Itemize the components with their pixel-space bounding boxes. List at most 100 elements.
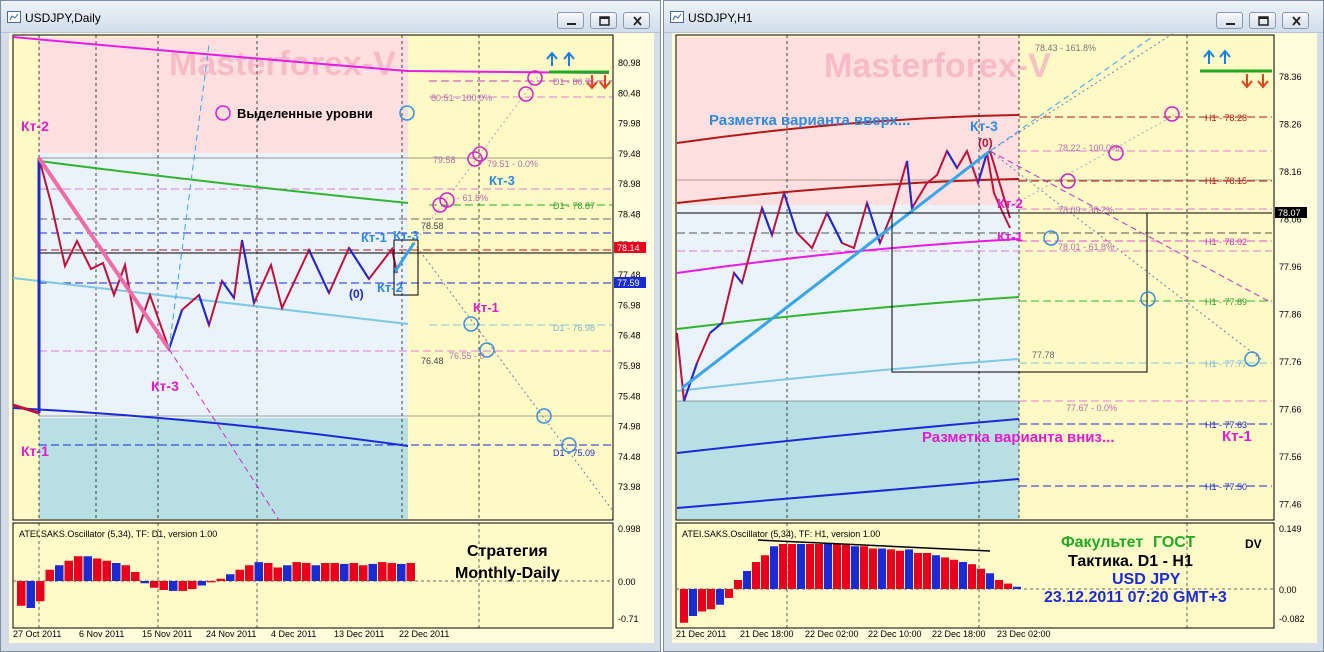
osc-bar	[842, 544, 850, 589]
date-tick: 4 Dec 2011	[271, 629, 316, 639]
date-tick: 22 Dec 10:00	[868, 629, 922, 639]
price-tick: 78.26	[1279, 120, 1302, 130]
price-badge-text: 78.07	[1278, 208, 1301, 218]
osc-bar	[349, 563, 358, 581]
osc-bar	[121, 565, 130, 581]
level-fib-0: 79.51 - 0.0%	[487, 159, 538, 169]
price-tick: 78.16	[1279, 167, 1302, 177]
level-7778: 77.78	[1032, 350, 1055, 360]
level-h1-7777: H1 - 77.77	[1205, 359, 1247, 369]
datetime-label: 23.12.2011 07:20 GMT+3	[1044, 589, 1227, 606]
osc-bar	[878, 548, 886, 589]
minimize-button[interactable]	[557, 12, 584, 29]
legend-highlighted-levels: Выделенные уровни	[237, 106, 373, 121]
osc-bar	[64, 560, 73, 581]
wave-label-kt1: Кт-1	[997, 229, 1023, 244]
osc-bar	[150, 581, 159, 588]
osc-bar	[716, 589, 724, 605]
maximize-button[interactable]	[590, 12, 617, 29]
osc-bar	[131, 572, 140, 581]
date-tick: 23 Dec 02:00	[997, 629, 1051, 639]
osc-tick: -0.71	[618, 614, 639, 624]
level-d1-7509: D1 - 75.09	[553, 448, 595, 458]
price-tick: 80.48	[618, 88, 641, 98]
price-tick: 77.76	[1279, 357, 1302, 367]
osc-bar	[815, 544, 823, 589]
osc-tick: 0.00	[1279, 585, 1297, 595]
minimize-button[interactable]	[1216, 12, 1243, 29]
osc-bar	[797, 544, 805, 589]
window-title: USDJPY,H1	[688, 11, 753, 25]
price-tick: 76.48	[618, 331, 641, 341]
price-tick: 77.48	[618, 270, 641, 280]
watermark: Masterforex-V	[824, 47, 1051, 85]
maximize-button[interactable]	[1249, 12, 1276, 29]
oscillator-label: ATEI.SAKS.Oscillator (5,34), TF: D1, ver…	[19, 529, 217, 539]
level-fib-618: - 61.8%	[457, 193, 488, 203]
osc-bar	[216, 578, 225, 581]
close-button[interactable]	[1282, 12, 1309, 29]
strategy-line2: Monthly-Daily	[455, 565, 560, 582]
osc-bar	[923, 553, 931, 589]
osc-bar	[779, 544, 787, 589]
osc-tick: 0.149	[1279, 524, 1302, 534]
arrow-down-icon	[586, 75, 611, 90]
chart-window-icon	[670, 11, 684, 23]
osc-bar	[707, 589, 715, 610]
osc-bar	[169, 581, 178, 591]
dv-label: DV	[1245, 537, 1262, 551]
price-tick: 78.48	[618, 210, 641, 220]
wave-label-kt2-mid: Кт-2	[377, 280, 403, 295]
osc-bar	[235, 569, 244, 581]
wave-label-kt1-right: Кт-1	[473, 300, 499, 315]
faculty-word2: ГОСТ	[1153, 534, 1195, 551]
titlebar-h1[interactable]: USDJPY,H1	[664, 1, 1323, 33]
price-badge-red-text: 78.14	[617, 243, 640, 253]
wave-label-kt3: Кт-3	[970, 118, 998, 134]
osc-bar	[321, 563, 330, 581]
osc-tick: 0.00	[618, 577, 636, 587]
chart-h1[interactable]: Masterforex-V	[672, 33, 1317, 643]
osc-bar	[17, 581, 26, 606]
wave-label-kt2: Кт-2	[997, 196, 1023, 211]
osc-bar	[207, 581, 216, 583]
osc-bar	[340, 563, 349, 581]
window-h1: USDJPY,H1 Masterforex-V	[663, 0, 1324, 652]
price-tick: 79.48	[618, 149, 641, 159]
level-h1-7828: H1 - 78.28	[1205, 113, 1247, 123]
osc-bar	[245, 565, 254, 581]
osc-bar	[914, 553, 922, 589]
chart-daily[interactable]: Masterforex-V	[9, 33, 654, 643]
osc-bar	[734, 580, 742, 589]
wave-label-zero: (0)	[349, 287, 364, 301]
close-button[interactable]	[623, 12, 650, 29]
level-fib-100: 80.51 - 100.0%	[431, 93, 492, 103]
date-tick: 27 Oct 2011	[13, 629, 61, 639]
osc-bar	[788, 544, 796, 589]
osc-bar	[159, 581, 168, 590]
level-h1-7750: H1 - 77.50	[1205, 482, 1247, 492]
close-icon	[633, 16, 642, 26]
level-top-1618: 78.43 - 161.8%	[1035, 43, 1096, 53]
tactic-label: Тактика. D1 - H1	[1068, 553, 1193, 570]
osc-bar	[950, 559, 958, 589]
osc-bar	[254, 562, 263, 581]
restore-icon	[1258, 16, 1269, 26]
osc-bar	[887, 549, 895, 589]
annotation-down-variant: Разметка варианта вниз...	[922, 429, 1115, 446]
osc-bar	[959, 562, 967, 589]
wave-label-kt1-mid: Кт-1	[361, 230, 387, 245]
osc-bar	[824, 544, 832, 589]
price-tick: 75.98	[618, 361, 641, 371]
price-badge-red	[614, 242, 646, 253]
date-tick: 15 Nov 2011	[142, 629, 192, 639]
price-tick: 77.96	[1279, 262, 1302, 272]
strategy-line1: Стратегия	[467, 543, 548, 560]
titlebar-daily[interactable]: USDJPY,Daily	[1, 1, 660, 33]
osc-bar	[1004, 583, 1012, 589]
date-tick: 22 Dec 18:00	[932, 629, 986, 639]
wave-label-kt3-right: Кт-3	[489, 173, 515, 188]
price-tick: 78.06	[1279, 215, 1302, 225]
date-tick: 22 Dec 02:00	[805, 629, 859, 639]
price-tick: 77.66	[1279, 405, 1302, 415]
